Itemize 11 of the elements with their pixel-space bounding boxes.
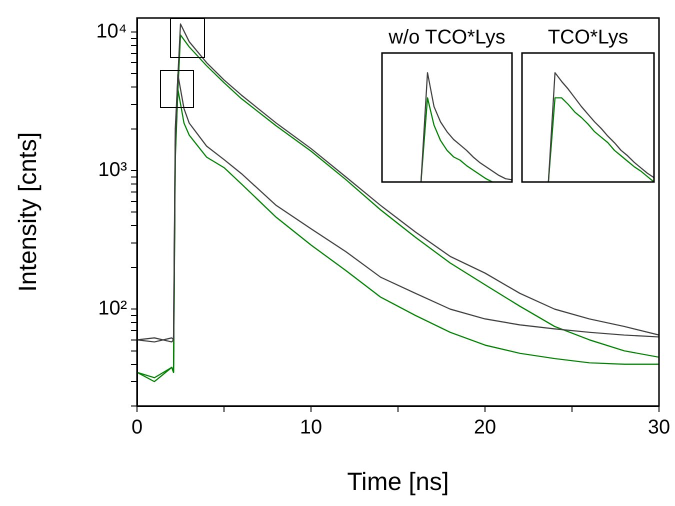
chart-title: TCO*Lys — [548, 26, 628, 49]
x-tick-label: 30 — [648, 416, 670, 439]
y-tick-label: 10⁴ — [96, 20, 127, 42]
chart-title: w/o TCO*Lys — [388, 26, 506, 49]
y-tick-label: 10³ — [98, 159, 128, 182]
x-tick-label: 0 — [131, 416, 143, 439]
x-tick-label: 10 — [300, 416, 322, 439]
y-tick-label: 10² — [98, 298, 128, 320]
x-axis-title: Time [ns] — [347, 468, 449, 496]
y-axis-title: Intensity [cnts] — [14, 132, 42, 292]
x-tick-label: 20 — [474, 416, 496, 439]
